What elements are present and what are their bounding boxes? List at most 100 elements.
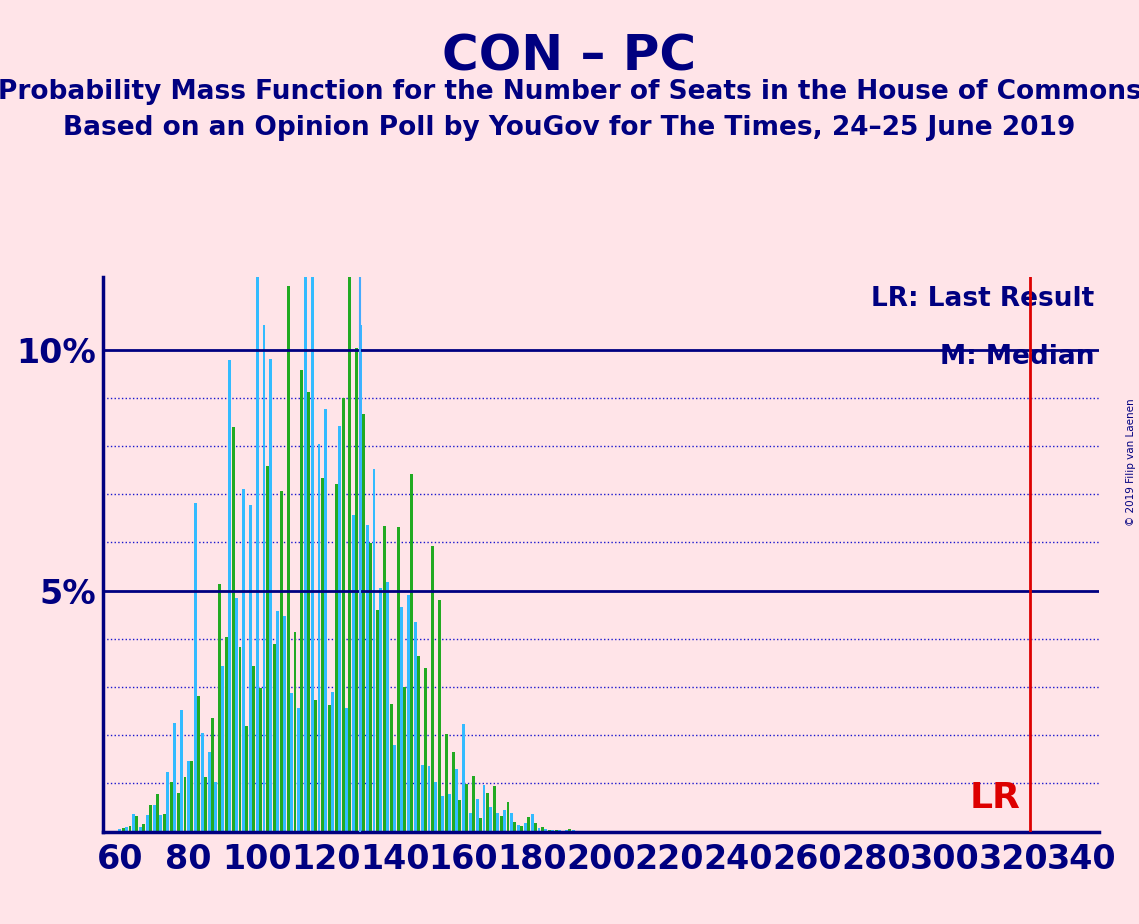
Bar (245, 726, 248, 832)
Text: Probability Mass Function for the Number of Seats in the House of Commons: Probability Mass Function for the Number… (0, 79, 1139, 104)
Bar (510, 813, 513, 832)
Bar (321, 479, 323, 832)
Bar (531, 814, 533, 832)
Bar (369, 543, 372, 832)
Bar (146, 815, 149, 832)
Bar (304, 256, 306, 832)
Bar (362, 414, 366, 832)
Bar (355, 348, 359, 832)
Bar (490, 807, 492, 832)
Bar (294, 632, 296, 832)
Bar (497, 813, 499, 832)
Bar (125, 827, 128, 832)
Bar (473, 776, 475, 832)
Bar (393, 746, 396, 832)
Bar (451, 752, 454, 832)
Bar (493, 785, 495, 832)
Bar (280, 491, 282, 832)
Bar (376, 610, 379, 832)
Bar (462, 723, 465, 832)
Bar (459, 800, 461, 832)
Bar (366, 525, 369, 832)
Bar (284, 615, 286, 832)
Bar (224, 637, 228, 832)
Bar (207, 752, 211, 832)
Bar (431, 546, 434, 832)
Bar (544, 830, 548, 832)
Bar (379, 588, 383, 832)
Bar (328, 705, 330, 832)
Bar (136, 816, 138, 832)
Bar (444, 735, 448, 832)
Bar (221, 666, 224, 832)
Bar (410, 474, 413, 832)
Bar (260, 688, 262, 832)
Bar (534, 823, 536, 832)
Bar (517, 825, 519, 832)
Bar (568, 830, 572, 832)
Bar (507, 802, 509, 832)
Bar (228, 360, 231, 832)
Bar (383, 526, 386, 832)
Bar (335, 483, 337, 832)
Bar (538, 828, 540, 832)
Bar (441, 796, 444, 832)
Bar (238, 647, 241, 832)
Bar (521, 826, 523, 832)
Bar (527, 817, 530, 832)
Bar (318, 444, 320, 832)
Bar (314, 699, 317, 832)
Bar (476, 799, 478, 832)
Bar (166, 772, 170, 832)
Bar (139, 827, 141, 832)
Bar (469, 813, 472, 832)
Bar (263, 325, 265, 832)
Bar (386, 582, 390, 832)
Bar (270, 359, 272, 832)
Bar (248, 505, 252, 832)
Bar (480, 818, 482, 832)
Bar (524, 823, 526, 832)
Bar (129, 826, 131, 832)
Bar (572, 830, 575, 832)
Bar (277, 612, 279, 832)
Bar (400, 606, 403, 832)
Text: Based on an Opinion Poll by YouGov for The Times, 24–25 June 2019: Based on an Opinion Poll by YouGov for T… (64, 115, 1075, 140)
Text: © 2019 Filip van Laenen: © 2019 Filip van Laenen (1126, 398, 1136, 526)
Text: LR: Last Result: LR: Last Result (871, 286, 1095, 311)
Bar (241, 490, 245, 832)
Bar (273, 644, 276, 832)
Bar (338, 426, 341, 832)
Bar (483, 784, 485, 832)
Bar (325, 409, 327, 832)
Bar (466, 784, 468, 832)
Bar (349, 0, 352, 832)
Bar (424, 668, 427, 832)
Bar (252, 666, 255, 832)
Bar (541, 827, 543, 832)
Bar (170, 782, 173, 832)
Bar (235, 598, 238, 832)
Bar (359, 325, 362, 832)
Bar (200, 734, 204, 832)
Bar (122, 828, 124, 832)
Bar (297, 708, 300, 832)
Bar (417, 655, 420, 832)
Bar (267, 466, 269, 832)
Bar (558, 831, 562, 832)
Text: CON – PC: CON – PC (442, 32, 697, 80)
Bar (427, 766, 431, 832)
Bar (163, 814, 166, 832)
Bar (551, 831, 555, 832)
Bar (565, 830, 568, 832)
Bar (454, 769, 458, 832)
Bar (194, 503, 197, 832)
Bar (156, 795, 159, 832)
Bar (503, 809, 506, 832)
Bar (342, 397, 344, 832)
Bar (555, 830, 558, 832)
Bar (372, 469, 376, 832)
Bar (403, 687, 407, 832)
Bar (448, 795, 451, 832)
Bar (255, 156, 259, 832)
